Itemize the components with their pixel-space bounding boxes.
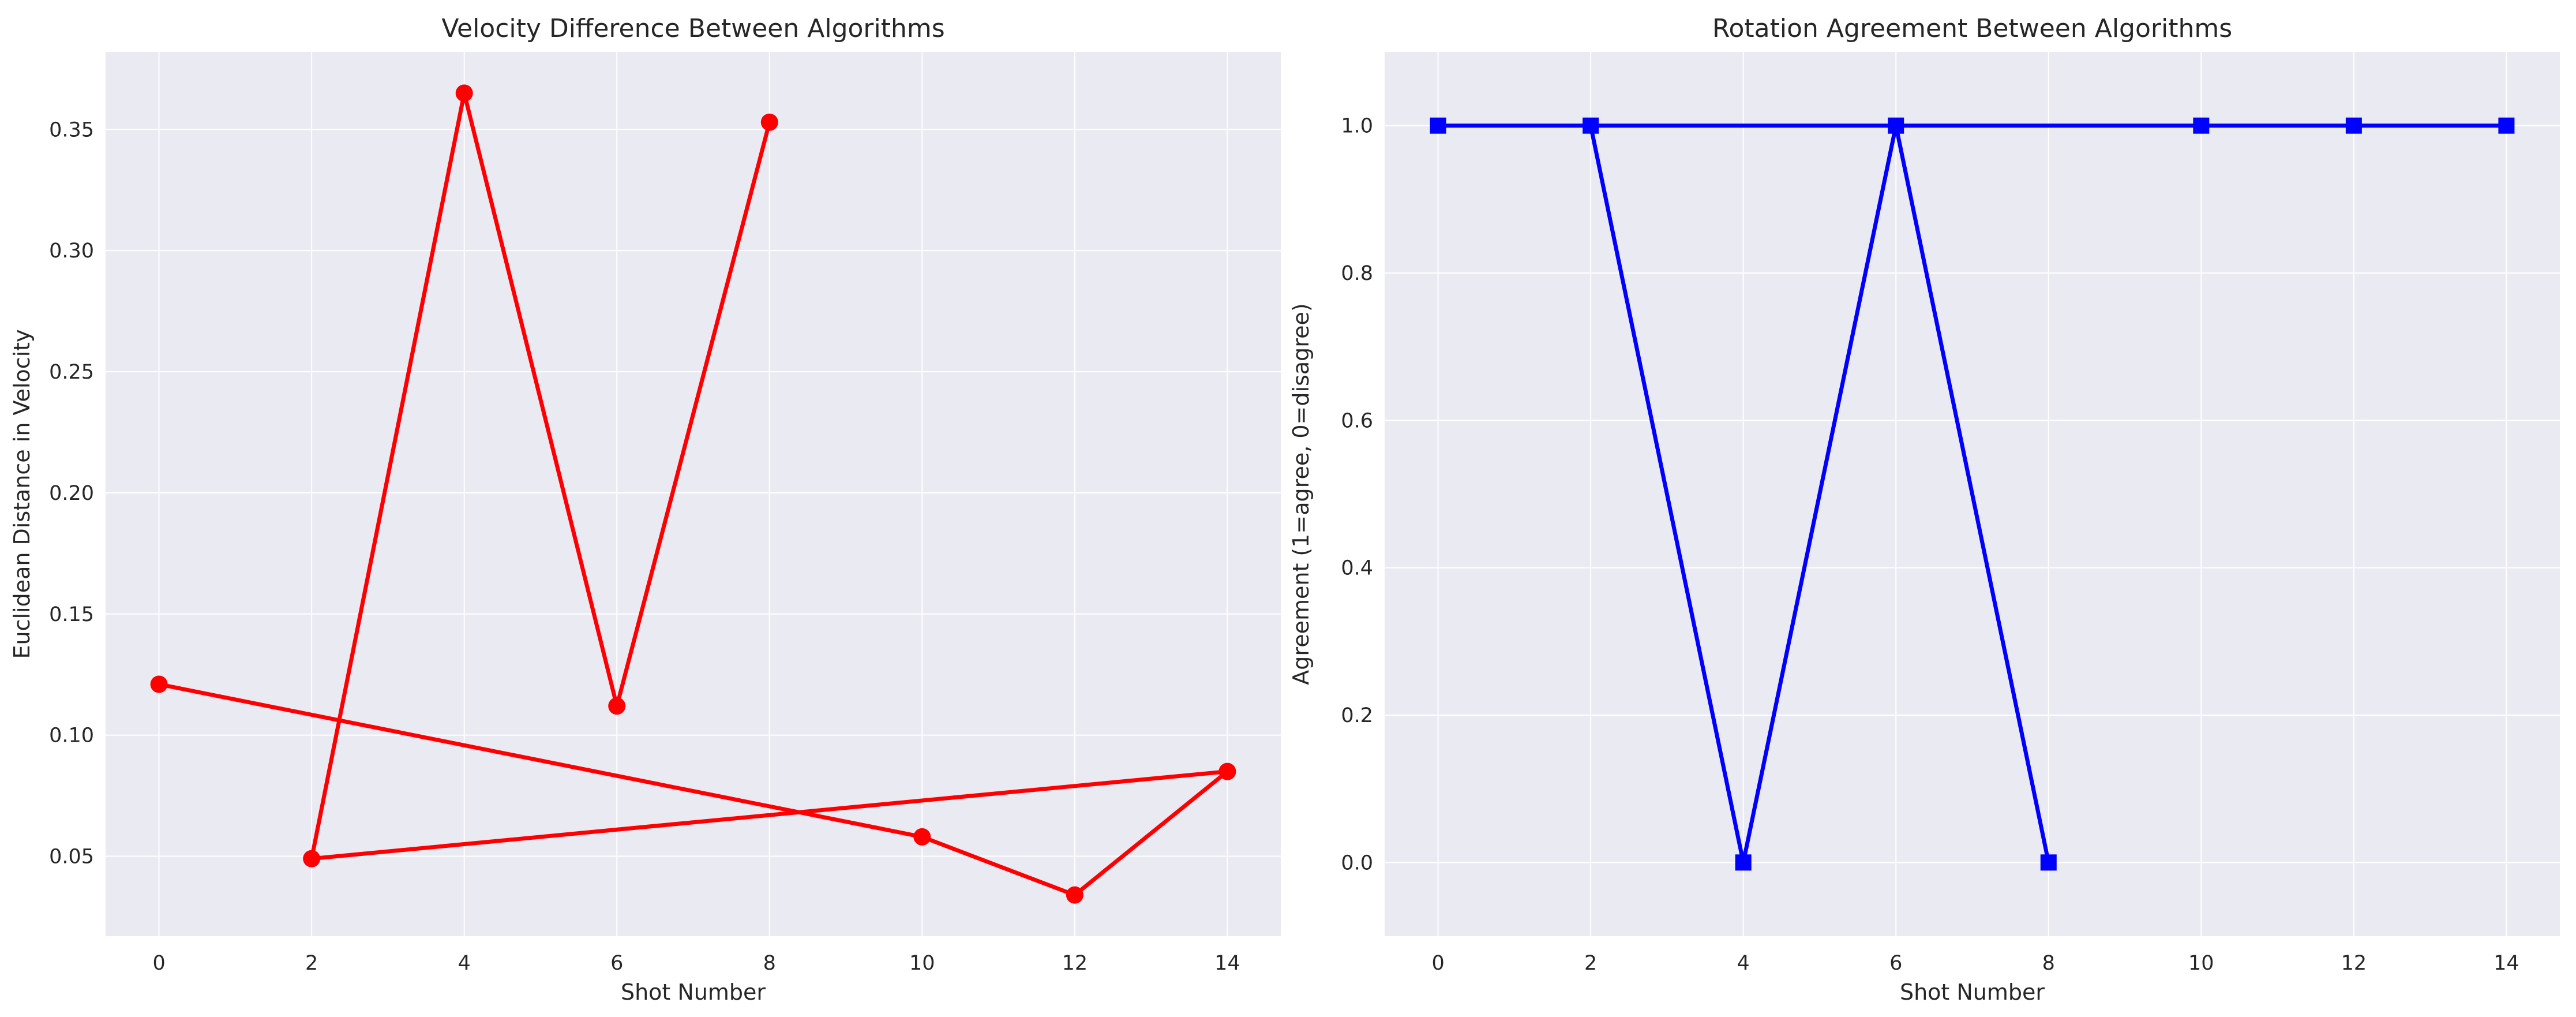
- x-tick-label: 6: [1889, 952, 1902, 975]
- x-tick-label: 14: [2493, 952, 2519, 975]
- x-tick-label: 6: [610, 952, 623, 975]
- y-tick-label: 0.15: [49, 603, 94, 626]
- velocity-difference-chart: 0 2 4 6 8 10 12 14 0.05 0.10 0.15 0.20 0.25 0.30 0.35 V…: [9, 14, 1281, 1005]
- data-point-circle: [913, 828, 931, 846]
- y-tick-label: 0.6: [1341, 409, 1373, 432]
- data-point-circle: [608, 697, 626, 715]
- velocity-x-axis-label: Shot Number: [621, 979, 766, 1005]
- y-tick-label: 0.20: [49, 482, 94, 505]
- rotation-series-line: [1438, 124, 2508, 865]
- rotation-chart-title: Rotation Agreement Between Algorithms: [1712, 14, 2232, 43]
- x-tick-label: 12: [2341, 952, 2367, 975]
- rotation-y-axis-label: Agreement (1=agree, 0=disagree): [1288, 303, 1314, 685]
- data-point-square: [1430, 117, 1446, 134]
- x-tick-label: 8: [763, 952, 776, 975]
- data-point-square: [2498, 117, 2515, 134]
- x-tick-label: 8: [2042, 952, 2055, 975]
- y-tick-label: 0.35: [49, 118, 94, 141]
- x-tick-label: 14: [1214, 952, 1240, 975]
- velocity-plot-area: [106, 52, 1281, 936]
- data-point-circle: [455, 84, 473, 102]
- data-point-square: [2345, 117, 2362, 134]
- y-tick-label: 1.0: [1341, 115, 1373, 138]
- data-point-square: [2040, 854, 2057, 871]
- x-tick-label: 10: [2188, 952, 2214, 975]
- y-tick-label: 0.0: [1341, 851, 1373, 874]
- data-point-circle: [303, 850, 321, 868]
- y-tick-label: 0.25: [49, 361, 94, 384]
- y-tick-label: 0.4: [1341, 557, 1373, 580]
- data-point-circle: [1218, 762, 1236, 780]
- x-tick-label: 0: [152, 952, 165, 975]
- rotation-agreement-chart: 0 2 4 6 8 10 12 14 0.0 0.2 0.4 0.6 0.8 1.0 Rotation Ag…: [1288, 14, 2560, 1005]
- data-point-square: [1888, 117, 1904, 134]
- x-tick-label: 2: [305, 952, 318, 975]
- data-point-circle: [150, 675, 168, 693]
- rotation-x-axis-label: Shot Number: [1900, 979, 2045, 1005]
- y-tick-label: 0.2: [1341, 704, 1373, 727]
- data-point-circle: [760, 113, 778, 131]
- y-tick-label: 0.8: [1341, 262, 1373, 285]
- x-tick-label: 4: [458, 952, 471, 975]
- data-point-square: [1583, 117, 1599, 134]
- velocity-y-axis-label: Euclidean Distance in Velocity: [9, 329, 35, 659]
- velocity-series-line: [158, 91, 1229, 898]
- x-tick-label: 0: [1431, 952, 1444, 975]
- y-tick-label: 0.05: [49, 845, 94, 868]
- x-tick-label: 2: [1584, 952, 1597, 975]
- x-tick-label: 4: [1737, 952, 1750, 975]
- y-tick-label: 0.30: [49, 240, 94, 263]
- y-tick-label: 0.10: [49, 724, 94, 747]
- x-tick-label: 12: [1062, 952, 1088, 975]
- x-tick-label: 10: [909, 952, 935, 975]
- data-point-square: [1735, 854, 1752, 871]
- data-point-circle: [1066, 886, 1083, 904]
- velocity-chart-title: Velocity Difference Between Algorithms: [441, 14, 944, 43]
- data-point-square: [2193, 117, 2210, 134]
